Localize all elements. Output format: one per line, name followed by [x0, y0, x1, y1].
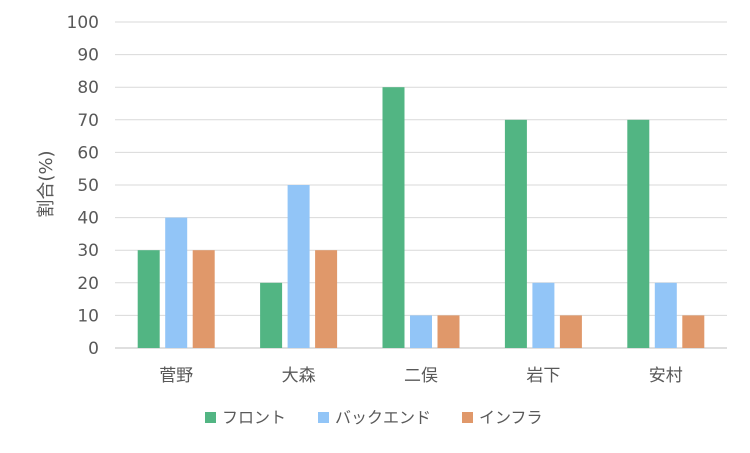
- y-axis-label: 割合(%): [36, 150, 57, 217]
- bar: [137, 250, 160, 348]
- x-axis-ticks: 菅野 大森 二俣 岩下 安村: [159, 366, 683, 386]
- bar: [382, 87, 405, 348]
- legend-label: フロント: [222, 408, 286, 427]
- bars: [137, 87, 705, 348]
- bar: [532, 282, 555, 348]
- bar: [260, 282, 283, 348]
- y-tick-label: 100: [67, 13, 99, 33]
- bar: [504, 119, 527, 348]
- bar: [559, 315, 582, 348]
- bar: [165, 217, 188, 348]
- x-tick-label: 二俣: [404, 366, 438, 386]
- y-tick-label: 90: [77, 46, 99, 66]
- x-tick-label: 大森: [282, 366, 316, 386]
- legend: フロント バックエンド インフラ: [205, 408, 543, 427]
- y-tick-label: 50: [77, 176, 99, 196]
- y-tick-label: 70: [77, 111, 99, 131]
- bar: [627, 119, 650, 348]
- bar: [410, 315, 432, 348]
- gridlines: [115, 21, 727, 349]
- y-tick-label: 20: [77, 274, 99, 294]
- x-tick-label: 岩下: [526, 366, 560, 386]
- y-tick-label: 40: [77, 209, 99, 229]
- y-tick-label: 10: [77, 306, 99, 326]
- bar: [654, 282, 677, 348]
- x-tick-label: 安村: [649, 366, 683, 386]
- bar: [287, 185, 310, 348]
- y-tick-label: 0: [88, 339, 99, 359]
- y-tick-label: 80: [77, 78, 99, 98]
- y-axis-ticks: 0 10 20 30 40 50 60 70 80 90 100: [67, 13, 99, 359]
- bar: [682, 315, 705, 348]
- bar: [437, 315, 460, 348]
- legend-swatch: [318, 412, 329, 423]
- bar: [315, 250, 338, 348]
- legend-swatch: [205, 412, 216, 423]
- x-tick-label: 菅野: [159, 366, 193, 386]
- legend-label: バックエンド: [335, 408, 431, 427]
- bar: [192, 250, 215, 348]
- y-tick-label: 30: [77, 241, 99, 261]
- legend-label: インフラ: [479, 408, 543, 427]
- y-tick-label: 60: [77, 143, 99, 163]
- legend-swatch: [462, 412, 473, 423]
